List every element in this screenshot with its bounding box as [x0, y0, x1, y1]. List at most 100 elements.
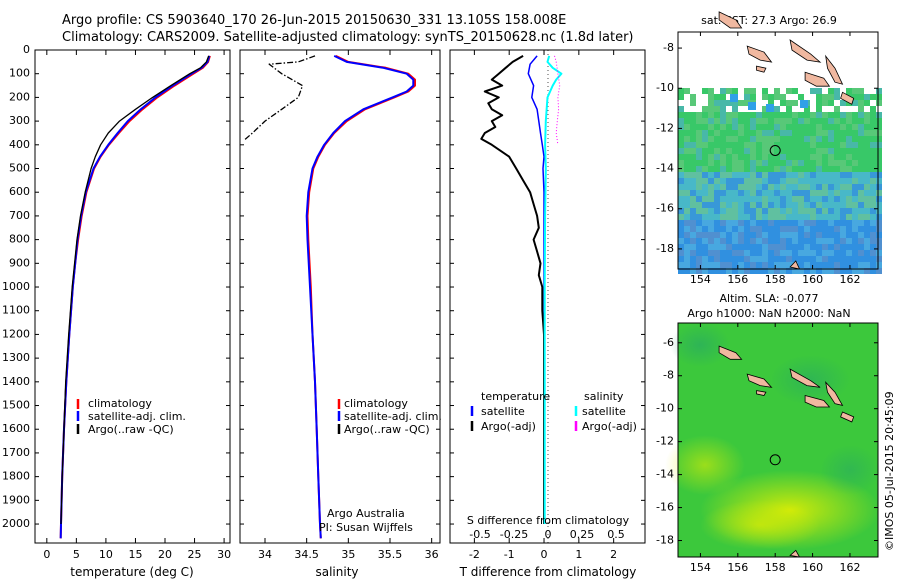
sst-cell — [702, 136, 708, 142]
s-diff-tick-label: 0 — [545, 528, 552, 541]
sst-cell — [840, 208, 846, 214]
sst-cell — [876, 154, 882, 160]
sst-cell — [804, 130, 810, 136]
sst-cell — [738, 268, 744, 274]
sst-cell — [690, 148, 696, 154]
sst-cell — [798, 184, 804, 190]
sst-cell — [810, 88, 816, 94]
sst-cell — [684, 148, 690, 154]
sst-cell — [828, 154, 834, 160]
s-diff-tick-label: -0.5 — [469, 528, 490, 541]
sst-cell — [768, 250, 774, 256]
s-diff-tick-label: 0.25 — [570, 528, 595, 541]
sst-cell — [816, 184, 822, 190]
sst-cell — [750, 130, 756, 136]
sst-cell — [780, 160, 786, 166]
sst-cell — [720, 166, 726, 172]
sst-cell — [828, 148, 834, 154]
sst-cell — [726, 262, 732, 268]
sst-cell — [708, 88, 714, 94]
sst-cell — [714, 184, 720, 190]
sst-cell — [840, 148, 846, 154]
x-tick-label: 36 — [425, 548, 439, 561]
sst-cell — [876, 142, 882, 148]
sst-cell — [696, 172, 702, 178]
sst-cell — [804, 250, 810, 256]
sst-cell — [714, 106, 720, 112]
island — [718, 345, 743, 360]
sst-cell — [852, 112, 858, 118]
sst-cell — [858, 154, 864, 160]
sst-cell — [798, 142, 804, 148]
sst-cell — [798, 118, 804, 124]
sst-cell — [864, 112, 870, 118]
sst-cell — [780, 142, 786, 148]
sst-cell — [864, 220, 870, 226]
sst-cell — [786, 196, 792, 202]
sst-cell — [876, 190, 882, 196]
sst-cell — [714, 226, 720, 232]
sst-cell — [774, 88, 780, 94]
sst-cell — [720, 118, 726, 124]
sst-cell — [852, 214, 858, 220]
sst-cell — [786, 148, 792, 154]
sla-anomaly-high — [665, 435, 745, 495]
sst-cell — [744, 178, 750, 184]
sst-cell — [876, 94, 882, 100]
sst-cell — [744, 244, 750, 250]
sst-cell — [876, 256, 882, 262]
sst-cell — [840, 142, 846, 148]
sst-cell — [732, 208, 738, 214]
sst-cell — [768, 226, 774, 232]
sst-cell — [792, 118, 798, 124]
sst-cell — [684, 214, 690, 220]
sst-cell — [702, 214, 708, 220]
sst-cell — [708, 178, 714, 184]
sst-cell — [810, 118, 816, 124]
footer-credit: ©IMOS 05-Jul-2015 20:45:09 — [883, 391, 896, 551]
sst-cell — [738, 250, 744, 256]
sst-cell — [690, 244, 696, 250]
sst-cell — [834, 268, 840, 274]
sst-cell — [714, 208, 720, 214]
series-satellite-adj-clim — [59, 55, 211, 539]
sst-cell — [714, 100, 720, 106]
legend-t-argo: Argo(-adj) — [481, 420, 536, 433]
sst-cell — [852, 220, 858, 226]
sst-cell — [756, 130, 762, 136]
sst-cell — [834, 220, 840, 226]
sst-cell — [834, 238, 840, 244]
sst-cell — [834, 106, 840, 112]
x-tick-label: -2 — [469, 548, 480, 561]
sst-cell — [756, 208, 762, 214]
sst-cell — [756, 142, 762, 148]
sst-cell — [690, 94, 696, 100]
sst-cell — [708, 268, 714, 274]
sst-cell — [750, 256, 756, 262]
sst-cell — [696, 196, 702, 202]
map-lat-label: -10 — [656, 81, 674, 94]
sst-cell — [810, 256, 816, 262]
sst-cell — [708, 130, 714, 136]
sst-cell — [732, 172, 738, 178]
sst-cell — [756, 232, 762, 238]
sst-cell — [870, 226, 876, 232]
sst-profile-marker — [769, 145, 781, 156]
sst-cell — [846, 136, 852, 142]
sst-cell — [768, 148, 774, 154]
sst-cell — [810, 178, 816, 184]
sst-cell — [762, 172, 768, 178]
sst-cell — [792, 112, 798, 118]
sst-cell — [846, 196, 852, 202]
sst-cell — [834, 124, 840, 130]
sst-cell — [798, 250, 804, 256]
sst-cell — [876, 232, 882, 238]
sst-cell — [690, 190, 696, 196]
sst-cell — [810, 184, 816, 190]
sst-cell — [690, 226, 696, 232]
sst-cell — [864, 208, 870, 214]
sst-cell — [852, 136, 858, 142]
sst-cell — [738, 184, 744, 190]
sst-cell — [870, 112, 876, 118]
sst-cell — [804, 208, 810, 214]
